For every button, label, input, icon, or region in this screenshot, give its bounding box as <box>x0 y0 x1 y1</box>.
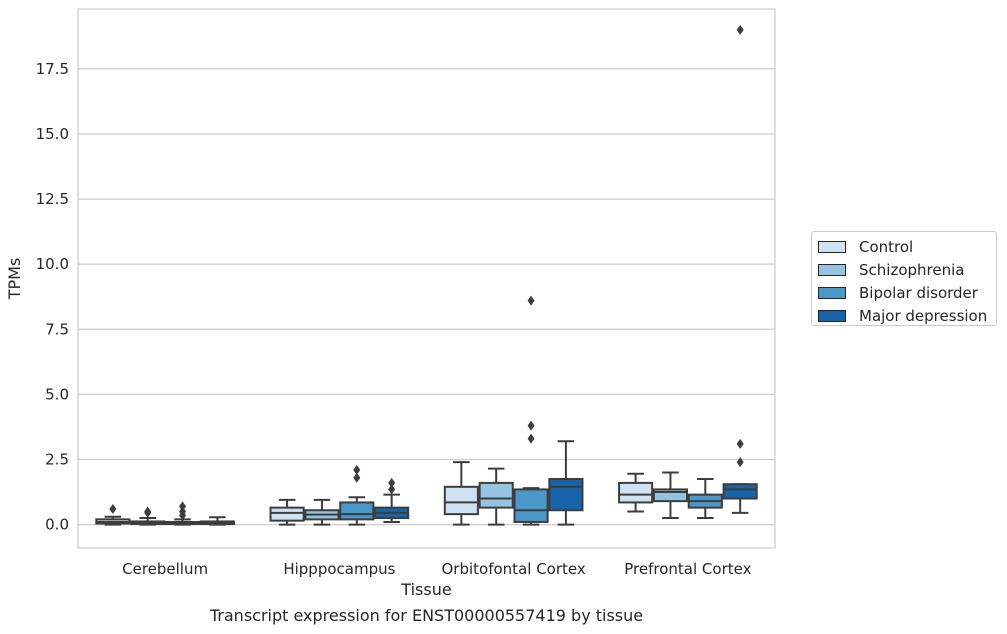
legend-label-major-depression: Major depression <box>859 306 988 325</box>
x-tick-label: Hipppocampus <box>283 560 395 578</box>
box-schizophrenia-2 <box>478 467 514 526</box>
box-schizophrenia-0 <box>130 506 166 526</box>
legend-item-bipolar: Bipolar disorder <box>818 281 990 304</box>
box-control-0 <box>95 503 131 526</box>
outlier-point <box>736 457 744 468</box>
outlier-point <box>736 24 744 35</box>
legend-swatch-control <box>818 240 846 253</box>
x-tick-label: Prefrontal Cortex <box>624 560 751 578</box>
box-schizophrenia-1 <box>304 498 340 526</box>
legend-item-major-depression: Major depression <box>818 304 990 327</box>
legend-label-bipolar: Bipolar disorder <box>859 283 978 302</box>
outlier-point <box>527 295 535 306</box>
box <box>722 483 758 500</box>
box-major-depression-1 <box>374 477 410 523</box>
box <box>443 485 479 516</box>
y-tick-label: 17.5 <box>36 60 69 78</box>
y-tick-label: 15.0 <box>36 125 69 143</box>
outlier-point <box>179 510 187 521</box>
box-bipolar-disorder-1 <box>339 464 375 526</box>
box-control-2 <box>443 461 479 526</box>
legend-swatch-bipolar <box>818 286 846 299</box>
box <box>339 501 375 521</box>
outlier-point <box>388 484 396 495</box>
legend-label-schizophrenia: Schizophrenia <box>859 260 965 279</box>
outlier-point <box>527 420 535 431</box>
y-tick-label: 10.0 <box>36 255 69 273</box>
box-plots <box>95 24 758 526</box>
box <box>618 481 654 504</box>
x-axis-label: Tissue <box>400 580 451 599</box>
outlier-point <box>179 501 187 512</box>
box <box>548 477 584 512</box>
y-tick-label: 7.5 <box>45 320 69 338</box>
outlier-point <box>736 438 744 449</box>
outlier-point <box>144 507 152 518</box>
legend-swatch-schizophrenia <box>818 263 846 276</box>
y-tick-label: 0.0 <box>45 516 69 534</box>
x-tick-label: Cerebellum <box>122 560 208 578</box>
y-tick-label: 5.0 <box>45 385 69 403</box>
outlier-point <box>353 464 361 475</box>
box-bipolar-disorder-3 <box>687 477 723 520</box>
box <box>513 488 549 523</box>
y-tick-label: 2.5 <box>45 450 69 468</box>
legend-item-schizophrenia: Schizophrenia <box>818 258 990 281</box>
y-tick-label: 12.5 <box>36 190 69 208</box>
outlier-point <box>527 433 535 444</box>
box-major-depression-2 <box>548 440 584 526</box>
chart-caption: Transcript expression for ENST0000055741… <box>209 606 644 625</box>
box-schizophrenia-3 <box>652 471 689 520</box>
gridlines <box>78 68 775 526</box>
box <box>269 506 305 522</box>
legend-item-control: Control <box>818 235 990 258</box>
plot-frame <box>77 8 776 549</box>
box <box>652 488 689 503</box>
y-tick-labels: 0.0 2.5 5.0 7.5 10.0 12.5 15.0 17.5 <box>36 60 69 534</box>
outlier-point <box>388 477 396 488</box>
box-control-1 <box>269 498 305 526</box>
outlier-point <box>109 503 117 514</box>
outlier-point <box>353 472 361 483</box>
y-axis-label: TPMs <box>5 258 24 301</box>
box-major-depression-0 <box>199 516 235 526</box>
legend-label-control: Control <box>859 237 914 256</box>
box <box>478 481 514 509</box>
box-major-depression-3 <box>722 24 758 514</box>
legend: Control Schizophrenia Bipolar disorder M… <box>811 231 997 326</box>
box-bipolar-disorder-2 <box>513 295 549 526</box>
box-control-3 <box>618 472 654 513</box>
x-tick-labels: Cerebellum Hipppocampus Orbitofontal Corte… <box>122 560 751 578</box>
box-bipolar-disorder-0 <box>164 501 201 526</box>
legend-swatch-major-depression <box>818 309 846 322</box>
x-tick-label: Orbitofontal Cortex <box>442 560 586 578</box>
